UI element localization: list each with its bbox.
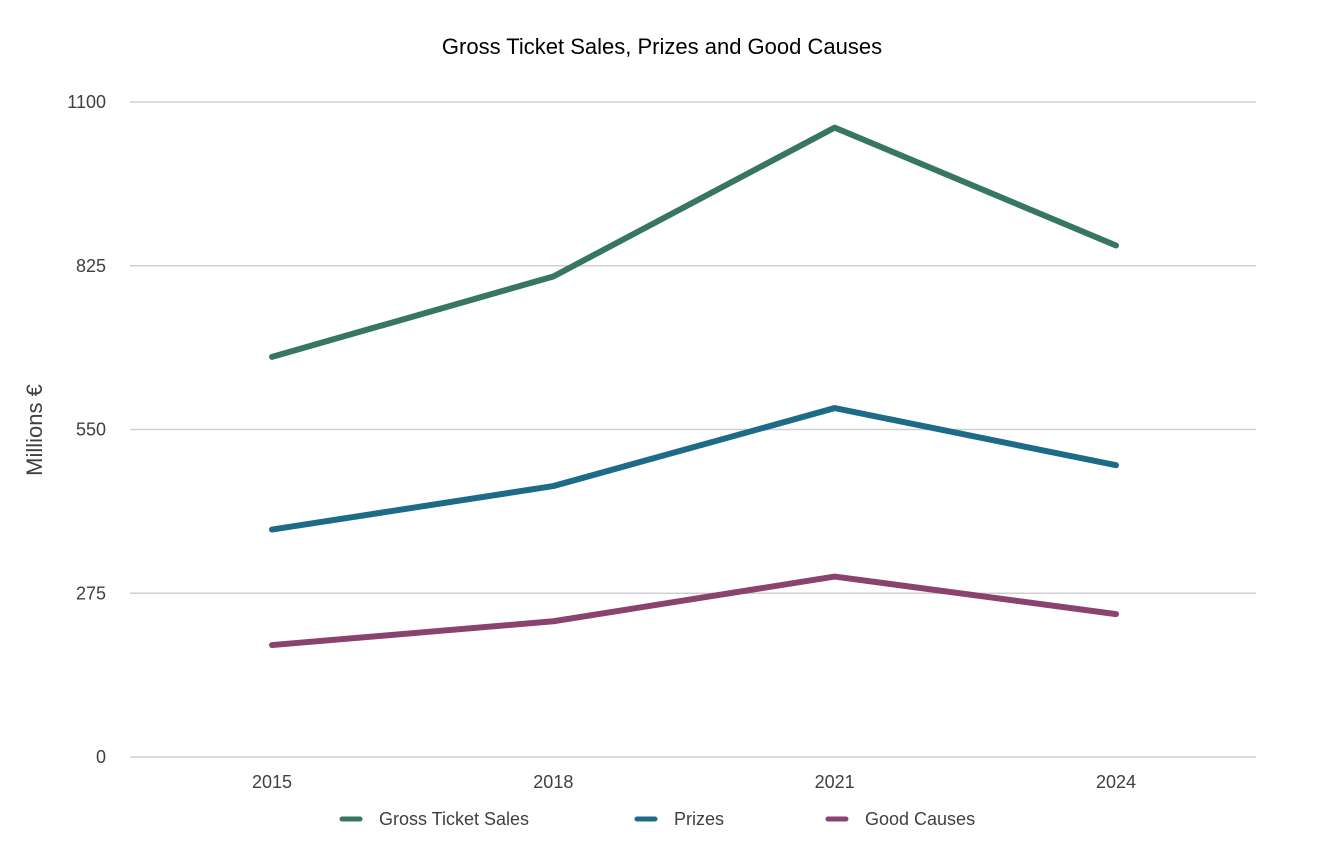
y-tick-label: 550: [76, 420, 106, 440]
legend-label-prizes: Prizes: [674, 809, 724, 829]
x-tick-label: 2015: [252, 772, 292, 792]
legend-label-gross-ticket-sales: Gross Ticket Sales: [379, 809, 529, 829]
series-line-gross-ticket-sales: [269, 124, 1119, 360]
y-tick-label: 825: [76, 256, 106, 276]
x-tick-label: 2021: [815, 772, 855, 792]
series-line-prizes: [269, 405, 1119, 533]
y-axis-ticks: 0 275 550 825 1100: [67, 92, 106, 767]
gridlines: [130, 101, 1256, 758]
series-line-good-causes: [269, 573, 1119, 649]
y-tick-label: 1100: [67, 92, 106, 112]
chart-title: Gross Ticket Sales, Prizes and Good Caus…: [442, 34, 882, 59]
y-tick-label: 0: [96, 747, 106, 767]
x-tick-label: 2018: [533, 772, 573, 792]
series-lines: [269, 124, 1119, 649]
legend-label-good-causes: Good Causes: [865, 809, 975, 829]
y-axis-label: Millions €: [22, 384, 47, 476]
x-tick-label: 2024: [1096, 772, 1136, 792]
x-axis-ticks: 2015 2018 2021 2024: [252, 772, 1136, 792]
y-tick-label: 275: [76, 583, 106, 603]
legend: Gross Ticket Sales Prizes Good Causes: [339, 809, 975, 829]
